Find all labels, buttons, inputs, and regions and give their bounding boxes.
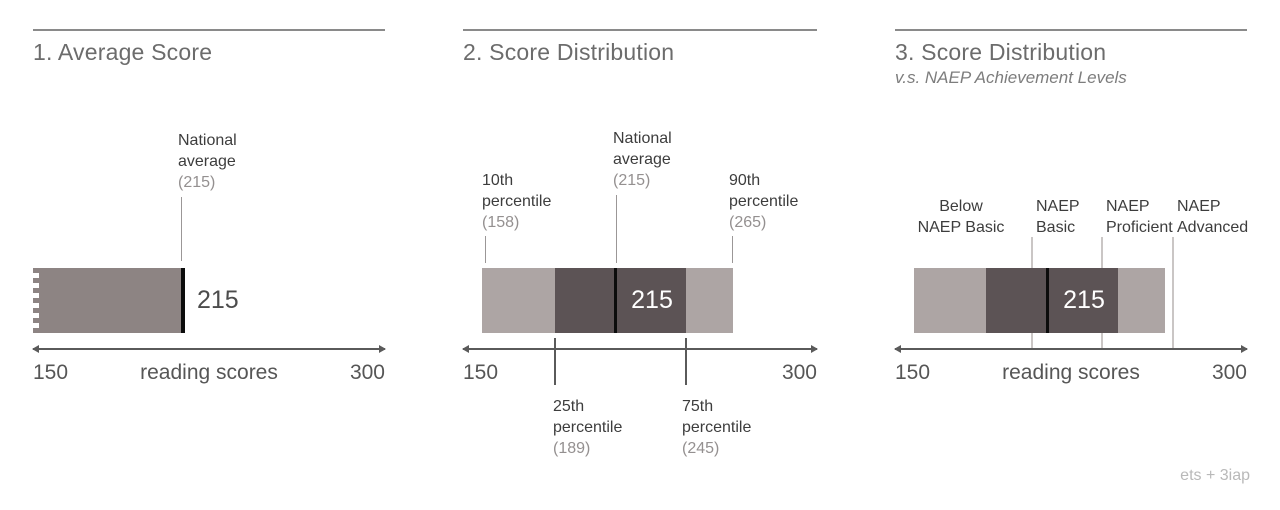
axis-title: reading scores xyxy=(1002,361,1140,384)
level-label-below-naep-basic: Below NAEP Basic xyxy=(901,196,1021,238)
annotation-value: (215) xyxy=(178,174,216,191)
axis-min-label: 150 xyxy=(895,361,931,384)
axis-arrow-left-icon xyxy=(894,345,901,353)
bar-broken-edge xyxy=(33,268,39,333)
annotation-90th-percentile: 90th percentile (265) xyxy=(729,170,798,233)
level-label-line: NAEP xyxy=(1177,198,1221,215)
annotation-10th-percentile: 10th percentile (158) xyxy=(482,170,551,233)
level-label-naep-proficient: NAEP Proficient xyxy=(1106,196,1173,238)
axis-arrow-right-icon xyxy=(811,345,818,353)
annotation-value: (189) xyxy=(553,440,591,457)
annotation-line: percentile xyxy=(682,419,752,436)
panel-top-rule xyxy=(463,29,817,31)
annotation-line: 10th xyxy=(482,172,514,189)
axis-min-label: 150 xyxy=(33,361,69,384)
axis-max-label: 300 xyxy=(1211,361,1247,384)
level-label-line: NAEP xyxy=(1036,198,1080,215)
panel-title: 3. Score Distribution xyxy=(895,39,1107,65)
leader-line xyxy=(732,236,733,263)
annotation-line: 75th xyxy=(682,398,714,415)
annotation-line: average xyxy=(178,153,236,170)
bar-value-label: 215 xyxy=(631,286,673,314)
level-label-line: Proficient xyxy=(1106,219,1173,236)
panel-title: 2. Score Distribution xyxy=(463,39,675,65)
distribution-segment-10-25 xyxy=(482,268,555,333)
panel-title: 1. Average Score xyxy=(33,39,213,65)
annotation-line: 25th xyxy=(553,398,585,415)
annotation-line: average xyxy=(613,151,671,168)
x-axis-line xyxy=(463,348,817,350)
annotation-national-average: National average (215) xyxy=(613,128,672,191)
average-marker-line xyxy=(1046,268,1049,333)
credit-text: ets + 3iap xyxy=(1180,467,1250,484)
annotation-line: percentile xyxy=(482,193,552,210)
level-label-line: NAEP Basic xyxy=(917,219,1005,236)
distribution-segment-25-75 xyxy=(986,268,1118,333)
annotation-value: (245) xyxy=(682,440,720,457)
bar-value-label: 215 xyxy=(1063,286,1105,314)
panel-subtitle: v.s. NAEP Achievement Levels xyxy=(895,68,1127,87)
axis-arrow-left-icon xyxy=(462,345,469,353)
x-axis-line xyxy=(895,348,1247,350)
annotation-25th-percentile: 25th percentile (189) xyxy=(553,396,622,459)
annotation-line: National xyxy=(613,130,672,147)
annotation-value: (215) xyxy=(613,172,651,189)
panel-top-rule xyxy=(895,29,1247,31)
level-label-line: Advanced xyxy=(1177,219,1249,236)
axis-min-label: 150 xyxy=(463,361,499,384)
axis-title: reading scores xyxy=(140,361,278,384)
bar-value-label: 215 xyxy=(197,286,239,314)
annotation-line: percentile xyxy=(553,419,623,436)
leader-line xyxy=(181,197,182,261)
panel-top-rule xyxy=(33,29,385,31)
average-marker-line xyxy=(614,268,617,333)
level-label-naep-basic: NAEP Basic xyxy=(1036,196,1080,238)
annotation-value: (158) xyxy=(482,214,520,231)
axis-max-label: 300 xyxy=(349,361,385,384)
leader-line xyxy=(616,195,617,263)
annotation-75th-percentile: 75th percentile (245) xyxy=(682,396,751,459)
distribution-segment-75-90 xyxy=(686,268,733,333)
tick-75th-percentile xyxy=(685,338,687,385)
axis-arrow-left-icon xyxy=(32,345,39,353)
tick-25th-percentile xyxy=(554,338,556,385)
annotation-value: (265) xyxy=(729,214,767,231)
average-score-bar xyxy=(39,268,181,333)
average-marker-line xyxy=(181,268,185,333)
level-label-naep-advanced: NAEP Advanced xyxy=(1177,196,1248,238)
x-axis-line xyxy=(33,348,385,350)
axis-arrow-right-icon xyxy=(379,345,386,353)
distribution-segment-10-25 xyxy=(914,268,986,333)
leader-line xyxy=(485,236,486,263)
distribution-segment-25-75 xyxy=(555,268,686,333)
annotation-line: National xyxy=(178,132,237,149)
annotation-national-average: National average (215) xyxy=(178,130,237,193)
axis-arrow-right-icon xyxy=(1241,345,1248,353)
annotation-line: percentile xyxy=(729,193,799,210)
level-label-line: Basic xyxy=(1036,219,1076,236)
reference-line-naep-advanced xyxy=(1172,237,1174,348)
level-label-line: Below xyxy=(939,198,983,215)
annotation-line: 90th xyxy=(729,172,761,189)
distribution-segment-75-90 xyxy=(1118,268,1165,333)
level-label-line: NAEP xyxy=(1106,198,1150,215)
axis-max-label: 300 xyxy=(781,361,817,384)
